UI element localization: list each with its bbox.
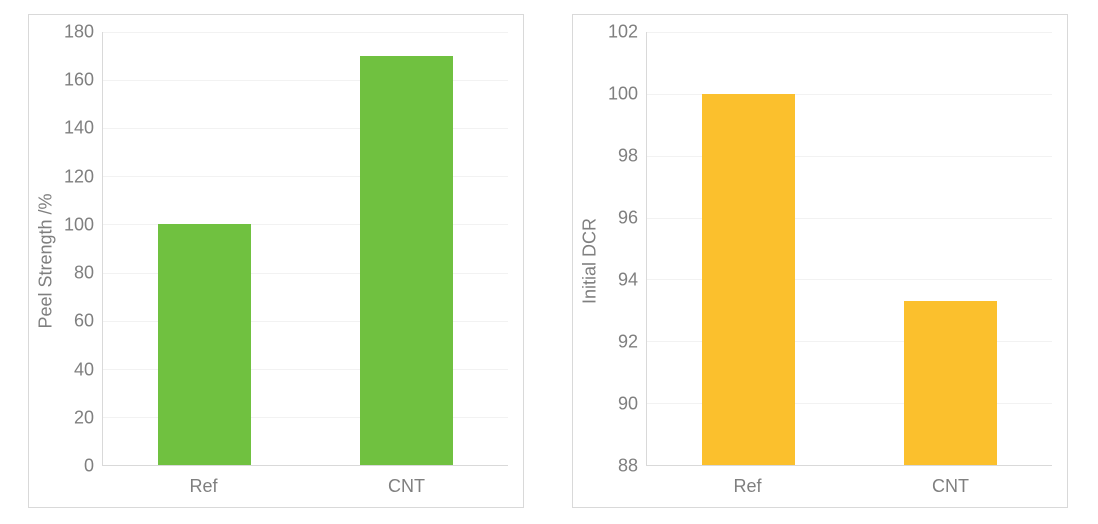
grid-line [647,32,1052,33]
y-tick-label: 100 [64,214,102,235]
bar [158,224,251,465]
stage: Peel Strength /% 02040608010012014016018… [0,0,1098,524]
x-tick-label: Ref [189,466,217,497]
chart-panel-peel-strength: Peel Strength /% 02040608010012014016018… [22,8,530,514]
x-tick-label: Ref [733,466,761,497]
x-tick-label: CNT [932,466,969,497]
y-tick-label: 98 [618,146,646,167]
y-tick-label: 60 [74,311,102,332]
bar [360,56,453,465]
bar [904,301,997,465]
chart-panel-initial-dcr: Initial DCR 889092949698100102RefCNT [566,8,1074,514]
plot-area: 020406080100120140160180RefCNT [102,32,508,466]
y-tick-label: 180 [64,22,102,43]
plot-inner [646,32,1052,466]
y-tick-label: 20 [74,407,102,428]
y-tick-label: 160 [64,70,102,91]
y-tick-label: 40 [74,359,102,380]
y-tick-label: 120 [64,166,102,187]
x-tick-label: CNT [388,466,425,497]
y-tick-label: 88 [618,456,646,477]
plot-area: 889092949698100102RefCNT [646,32,1052,466]
y-tick-label: 100 [608,84,646,105]
y-axis-label: Peel Strength /% [36,193,57,328]
plot-inner [102,32,508,466]
y-tick-label: 94 [618,270,646,291]
y-tick-label: 92 [618,332,646,353]
y-axis-label: Initial DCR [580,218,601,304]
y-tick-label: 140 [64,118,102,139]
y-tick-label: 90 [618,394,646,415]
y-tick-label: 102 [608,22,646,43]
bar [702,94,795,465]
y-tick-label: 0 [84,456,102,477]
y-tick-label: 80 [74,263,102,284]
y-tick-label: 96 [618,208,646,229]
grid-line [103,32,508,33]
